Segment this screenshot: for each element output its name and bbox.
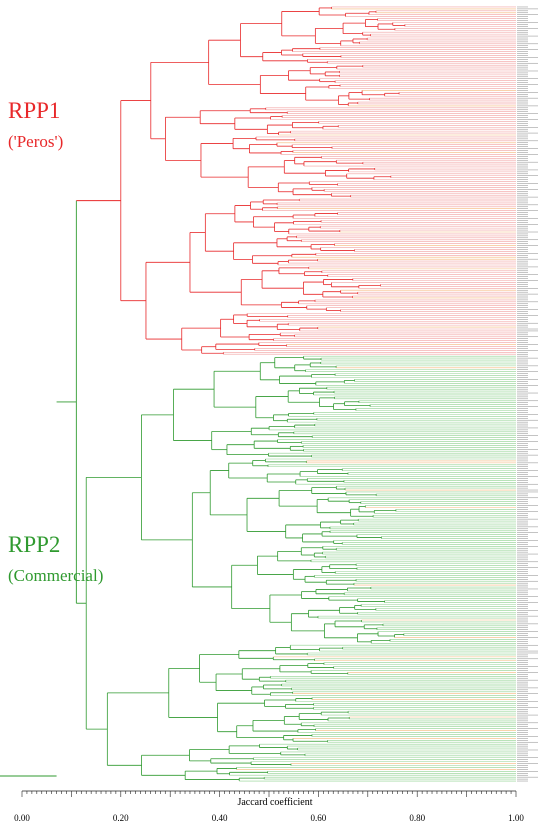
x-tick-label: 0.40 (211, 813, 228, 823)
rpp1-group-subtitle: ('Peros') (8, 132, 64, 151)
x-tick-label: 1.00 (508, 813, 524, 823)
rpp2-group-subtitle: (Commercial) (8, 566, 104, 585)
rpp2-group-label: RPP2 (8, 532, 61, 557)
x-axis-title: Jaccard coefficient (237, 797, 313, 808)
x-tick-label: 0.00 (14, 813, 30, 823)
x-tick-label: 0.20 (112, 813, 129, 823)
rpp1-group-label: RPP1 (8, 98, 61, 123)
x-tick-label: 0.80 (409, 813, 426, 823)
x-tick-label: 0.60 (310, 813, 327, 823)
